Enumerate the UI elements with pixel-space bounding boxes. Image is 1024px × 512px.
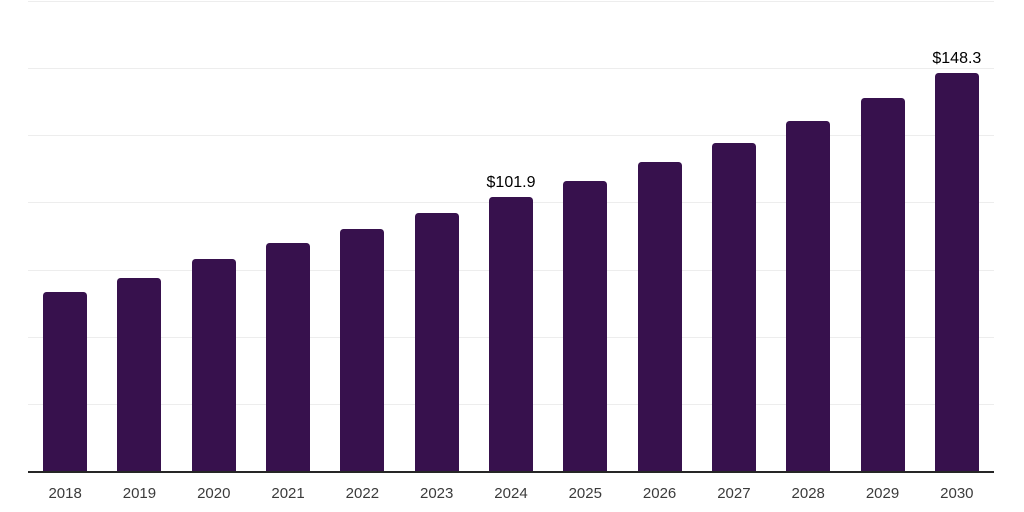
x-tick-label: 2025: [568, 485, 602, 502]
bar-2028: [786, 120, 831, 471]
x-tick-label: 2022: [345, 485, 380, 502]
bar-2021: [266, 242, 311, 471]
x-tick-label: 2019: [122, 485, 157, 502]
x-tick-label: 2023: [419, 485, 454, 502]
bar-2022: [340, 229, 385, 471]
bar-2024: [489, 197, 533, 471]
x-tick-label: 2026: [642, 485, 677, 502]
bar-2020: [191, 259, 236, 471]
bar-2026: [637, 161, 682, 471]
x-tick-label: 2029: [865, 485, 900, 502]
bar-2018: [43, 291, 88, 471]
x-tick-label: 2027: [717, 485, 751, 502]
gridline: [28, 1, 994, 2]
x-tick-label: 2024: [494, 485, 528, 502]
x-tick-label: 2018: [48, 485, 82, 502]
bar-2019: [117, 277, 162, 471]
x-tick-label: 2030: [940, 485, 974, 502]
bar-value-label: $148.3: [932, 49, 982, 67]
bar-2023: [414, 213, 459, 471]
x-tick-label: 2020: [197, 485, 231, 502]
x-tick-label: 2028: [791, 485, 825, 502]
gridline: [28, 135, 994, 137]
bar-2027: [711, 143, 756, 471]
x-tick-label: 2021: [271, 485, 305, 502]
bar-2030: [934, 72, 979, 471]
x-axis-line: [28, 471, 994, 473]
gridline: [28, 68, 994, 70]
bar-value-label: $101.9: [486, 174, 536, 192]
bar-2025: [563, 181, 608, 471]
bar-2029: [860, 97, 905, 471]
